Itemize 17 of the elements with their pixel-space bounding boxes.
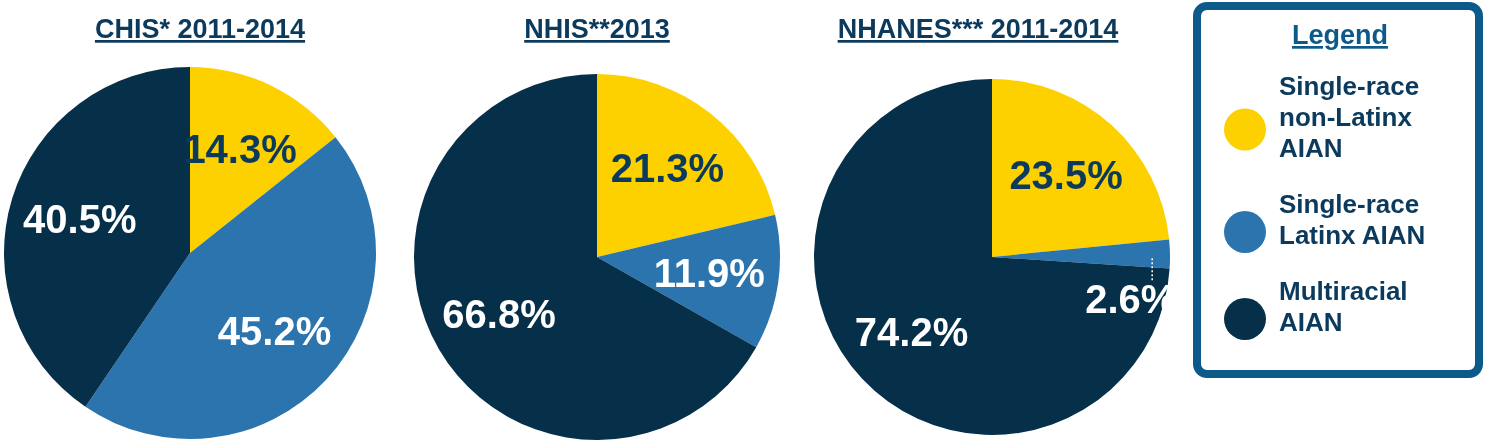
chart-title: NHANES*** 2011-2014 <box>837 14 1119 44</box>
data-label: 11.9% <box>653 250 765 295</box>
data-label: 66.8% <box>442 292 556 337</box>
data-label: 45.2% <box>217 309 332 354</box>
chart-title: CHIS* 2011-2014 <box>94 14 306 44</box>
data-label: 74.2% <box>854 310 969 355</box>
pie-slice <box>992 79 1170 257</box>
chart-title: NHIS**2013 <box>524 14 670 44</box>
legend-label: Multiracial AIAN <box>1279 276 1408 337</box>
legend-label: Single-race non-Latinx AIAN <box>1279 71 1420 163</box>
data-label: 23.5% <box>1009 153 1123 198</box>
pie-slice <box>814 79 1170 435</box>
legend-title: Legend <box>1291 20 1389 50</box>
data-label: 21.3% <box>610 146 725 191</box>
pie-slice <box>597 74 776 257</box>
data-label: 40.5% <box>23 197 137 242</box>
legend-label: Single-race Latinx AIAN <box>1279 189 1426 250</box>
